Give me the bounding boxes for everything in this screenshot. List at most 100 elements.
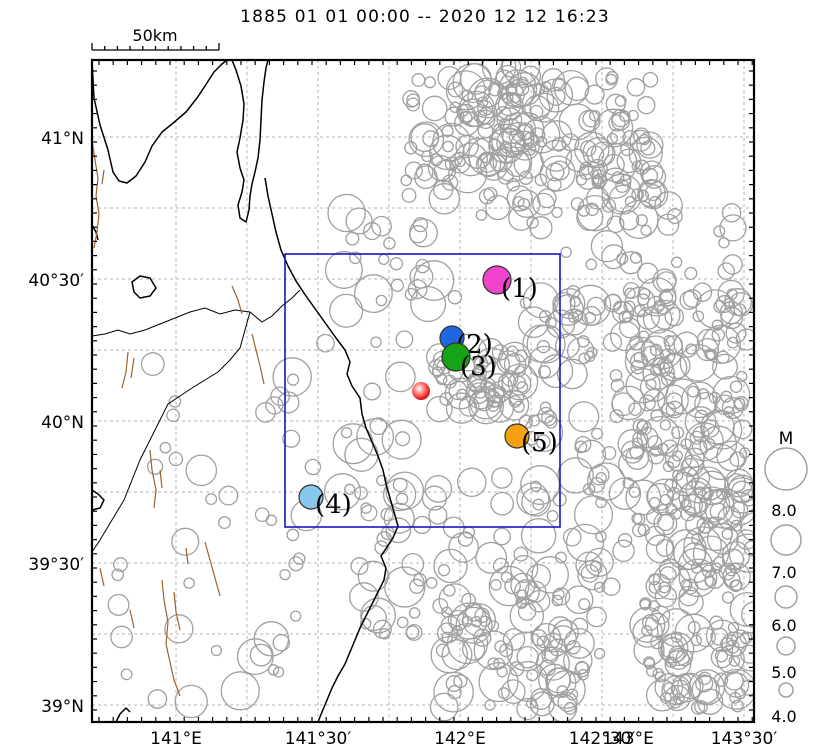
- seismicity-circle: [421, 95, 448, 122]
- seismicity-circle: [536, 340, 551, 354]
- seismicity-circle: [356, 417, 395, 456]
- seismicity-circle: [349, 582, 379, 612]
- seismicity-circle: [605, 71, 619, 84]
- seismicity-circle: [147, 689, 168, 709]
- seismicity-circle: [595, 530, 607, 543]
- seismicity-circle: [711, 328, 726, 342]
- seismicity-circle: [547, 616, 573, 641]
- seismicity-circle: [530, 629, 548, 647]
- seismicity-circle: [661, 439, 679, 457]
- seismicity-circle: [732, 419, 753, 440]
- seismicity-circle: [443, 584, 456, 597]
- seismicity-circle: [670, 256, 683, 269]
- seismicity-circle: [610, 378, 625, 393]
- seismicity-circle: [517, 602, 537, 621]
- seismicity-circle: [565, 148, 589, 172]
- seismicity-circle: [617, 429, 648, 459]
- seismicity-circle: [491, 467, 513, 489]
- map-frame: [90, 58, 756, 724]
- seismicity-circle: [495, 106, 512, 123]
- seismicity-circle: [508, 389, 525, 406]
- seismicity-circle: [721, 203, 742, 223]
- seismicity-circle: [690, 562, 703, 574]
- seismicity-circle: [696, 517, 714, 534]
- seismicity-circle: [447, 685, 462, 700]
- seismicity-circle: [715, 295, 734, 313]
- seismicity-circle: [479, 355, 497, 373]
- seismicity-circle: [506, 631, 547, 672]
- seismicity-circle: [490, 579, 502, 591]
- seismicity-circle: [660, 632, 695, 667]
- seismicity-circle: [272, 357, 312, 397]
- seismicity-circle: [515, 349, 528, 363]
- seismicity-circle: [537, 365, 552, 379]
- seismicity-circle: [586, 606, 607, 628]
- seismicity-circle: [501, 370, 519, 387]
- seismicity-circle: [616, 252, 629, 265]
- seismicity-circle: [673, 537, 707, 570]
- longitude-label: 143°30′: [711, 729, 778, 747]
- seismicity-circle: [712, 353, 738, 380]
- seismicity-circle: [740, 601, 754, 629]
- seismicity-circle: [721, 528, 734, 540]
- latitude-label: 40°N: [41, 413, 84, 433]
- seismicity-circle: [661, 637, 685, 661]
- seismicity-circle: [697, 388, 710, 400]
- seismicity-circle: [687, 385, 699, 398]
- seismicity-circle: [664, 443, 693, 472]
- seismicity-circle: [731, 631, 754, 672]
- seismicity-circle: [718, 563, 736, 581]
- seismicity-circle: [605, 73, 618, 86]
- seismicity-circle: [648, 496, 661, 509]
- seismicity-circle: [475, 209, 488, 221]
- seismicity-circle: [730, 519, 743, 532]
- seismicity-circle: [602, 445, 617, 461]
- seismicity-circle: [526, 669, 539, 682]
- seismicity-circle: [654, 191, 683, 220]
- seismicity-circle: [703, 438, 716, 451]
- seismicity-circle: [457, 467, 487, 498]
- seismicity-circle: [432, 122, 471, 162]
- legend-magnitude-label: 7.0: [771, 563, 796, 582]
- seismicity-circle: [500, 112, 537, 149]
- seismicity-circle: [577, 204, 590, 217]
- event-marker: [504, 423, 530, 449]
- seismicity-circle: [267, 664, 280, 676]
- seismicity-circle: [185, 454, 218, 487]
- seismicity-circle: [270, 386, 290, 407]
- labeled-event-3: (3): [441, 342, 497, 382]
- seismicity-circle: [650, 635, 664, 650]
- seismicity-circle: [637, 293, 650, 306]
- seismicity-circle: [578, 352, 591, 365]
- seismicity-circle: [645, 378, 657, 391]
- event-label: (3): [460, 352, 497, 382]
- seismicity-circle: [721, 541, 751, 570]
- seismicity-circle: [475, 541, 508, 574]
- seismicity-circle: [629, 445, 644, 460]
- seismicity-circle: [384, 566, 426, 608]
- seismicity-circle: [324, 251, 363, 289]
- longitude-label: 142°30′: [569, 729, 636, 747]
- seismicity-circle: [624, 286, 656, 318]
- seismicity-circle: [413, 260, 455, 301]
- seismicity-circle: [679, 674, 692, 686]
- seismicity-circle: [574, 440, 588, 454]
- seismicity-circle: [579, 161, 594, 176]
- seismicity-circle: [617, 533, 633, 548]
- seismicity-circle: [497, 687, 510, 700]
- seismicity-circle: [505, 78, 535, 108]
- seismicity-circle: [455, 134, 479, 159]
- seismicity-circle: [392, 477, 408, 493]
- seismicity-circle: [649, 343, 663, 357]
- seismicity-circle: [560, 246, 572, 258]
- seismicity-circle: [516, 697, 539, 721]
- seismicity-circle: [658, 288, 677, 307]
- seismicity-circle: [385, 517, 412, 544]
- seismicity-circle: [380, 507, 394, 522]
- seismicity-circle: [113, 557, 128, 573]
- legend-circle: [774, 585, 798, 609]
- seismicity-circle: [389, 257, 404, 271]
- seismicity-circle: [645, 679, 679, 712]
- seismicity-circle: [370, 336, 382, 348]
